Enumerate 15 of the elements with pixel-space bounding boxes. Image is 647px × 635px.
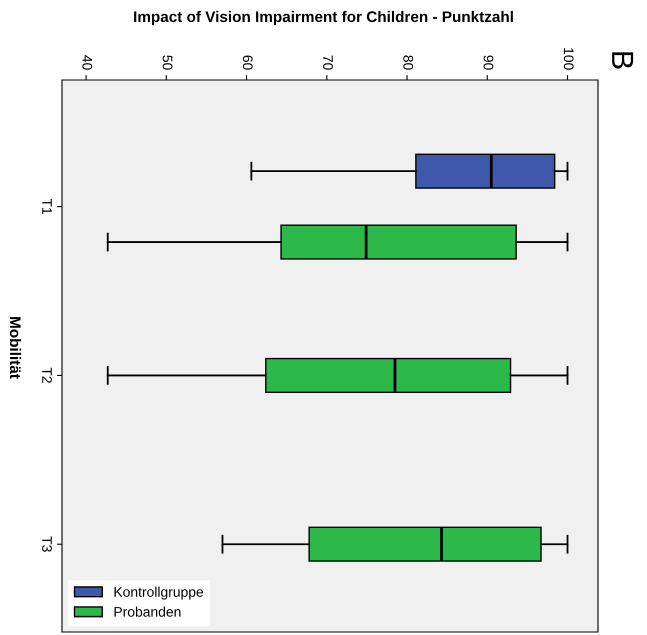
x-tick-label: 100 <box>564 48 574 70</box>
legend-label: Probanden <box>114 606 180 617</box>
y-axis-title: Mobilität <box>10 317 22 379</box>
x-axis-title: Impact of Vision Impairment for Children - Punktzahl <box>134 10 513 26</box>
x-tick-label: 70 <box>323 56 333 70</box>
text: B <box>612 52 634 69</box>
y-tick-label: T1 <box>42 198 52 214</box>
x-tick-label: 80 <box>403 55 414 70</box>
y-tick-label: T3 <box>42 536 52 552</box>
x-tick-label: 60 <box>242 56 253 70</box>
x-tick-label: 90 <box>484 55 494 70</box>
x-tick-label: 40 <box>82 55 92 70</box>
x-tick-label: 50 <box>162 55 172 70</box>
y-tick-label: T2 <box>42 368 52 383</box>
legend-label: Kontrollgruppe <box>114 586 204 600</box>
